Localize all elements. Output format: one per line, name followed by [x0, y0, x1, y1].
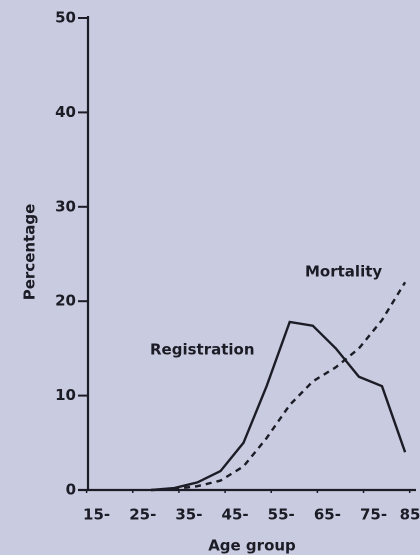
y-tick-label: 0	[66, 481, 76, 499]
x-tick-label: 25-	[129, 506, 156, 524]
x-tick-label: 85	[400, 506, 420, 524]
y-tick-label: 50	[55, 9, 76, 27]
y-tick-label: 20	[55, 292, 76, 310]
x-tick-label: 15-	[83, 506, 110, 524]
x-tick-label: 75-	[360, 506, 387, 524]
y-tick-label: 30	[55, 197, 76, 215]
x-tick-label: 55-	[268, 506, 295, 524]
x-axis-label: Age group	[208, 537, 296, 555]
x-tick-label: 35-	[175, 506, 202, 524]
y-tick-label: 10	[55, 386, 76, 404]
series-line	[151, 320, 407, 492]
x-tick-label: 65-	[314, 506, 341, 524]
y-tick-label: 40	[55, 103, 76, 121]
x-tick-label: 45-	[222, 506, 249, 524]
y-axis-label: Percentage	[21, 204, 39, 301]
series-label: Registration	[150, 341, 255, 359]
series-label: Mortality	[305, 263, 382, 281]
